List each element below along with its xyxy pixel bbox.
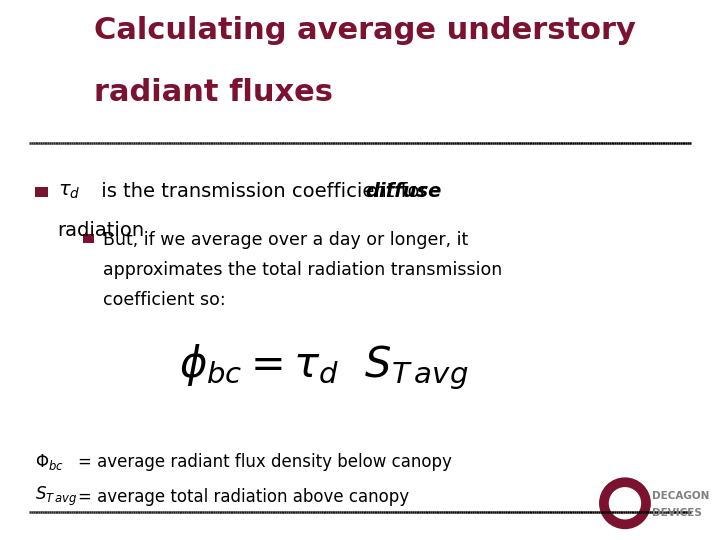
Text: is the transmission coefficient for: is the transmission coefficient for xyxy=(95,182,434,201)
Text: radiant fluxes: radiant fluxes xyxy=(94,78,333,107)
Text: radiation: radiation xyxy=(58,221,145,240)
Text: approximates the total radiation transmission: approximates the total radiation transmi… xyxy=(103,261,503,279)
Text: $S_{T\,avg}$: $S_{T\,avg}$ xyxy=(35,485,77,508)
Ellipse shape xyxy=(599,477,651,529)
Text: coefficient so:: coefficient so: xyxy=(103,291,226,309)
Bar xyxy=(35,187,48,197)
Text: But, if we average over a day or longer, it: But, if we average over a day or longer,… xyxy=(103,231,468,249)
Text: = average total radiation above canopy: = average total radiation above canopy xyxy=(78,488,409,506)
Ellipse shape xyxy=(609,487,642,519)
Text: = average radiant flux density below canopy: = average radiant flux density below can… xyxy=(78,453,451,471)
Text: $\Phi_{bc}$: $\Phi_{bc}$ xyxy=(35,451,63,472)
Text: $\phi_{bc} = \tau_d \ \ S_{T\,avg}$: $\phi_{bc} = \tau_d \ \ S_{T\,avg}$ xyxy=(179,342,469,392)
Text: DECAGON: DECAGON xyxy=(652,491,709,501)
Text: $\tau_d$: $\tau_d$ xyxy=(58,182,80,201)
Text: Calculating average understory: Calculating average understory xyxy=(94,16,636,45)
Text: DEVICES: DEVICES xyxy=(652,508,701,518)
Bar xyxy=(83,234,94,243)
Text: diffuse: diffuse xyxy=(365,182,441,201)
